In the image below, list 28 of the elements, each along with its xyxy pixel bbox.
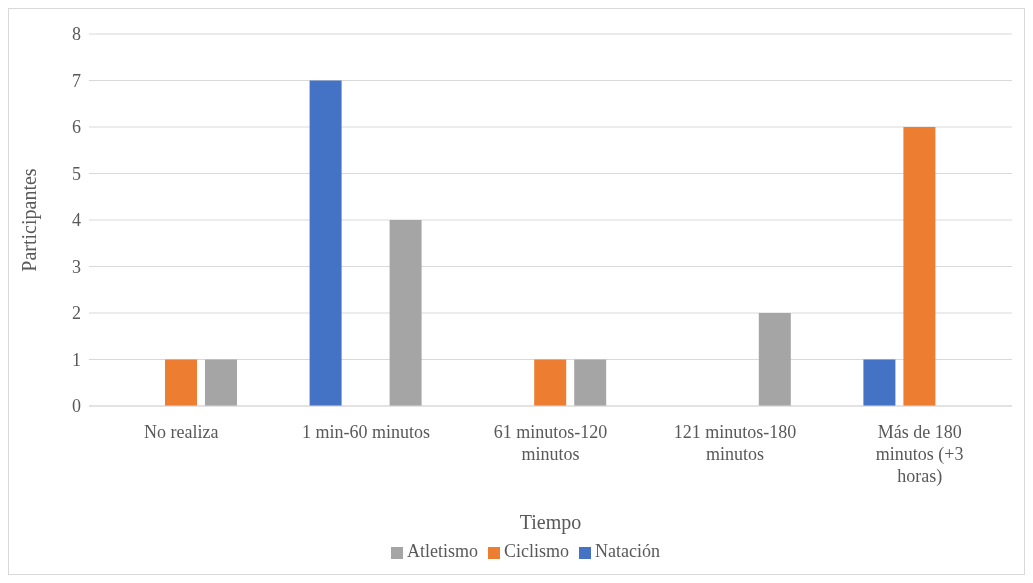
y-tick-label: 8	[72, 24, 81, 45]
x-tick-label: Más de 180 minutos (+3 horas)	[875, 422, 964, 487]
y-tick-label: 1	[72, 349, 81, 370]
x-tick-label: No realiza	[144, 422, 219, 442]
legend-label: Ciclismo	[504, 541, 570, 561]
y-tick-label: 3	[72, 256, 81, 277]
bar	[863, 359, 896, 406]
y-tick-label: 4	[72, 210, 81, 231]
y-tick-label: 0	[72, 396, 81, 417]
x-tick-label: 121 minutos-180 minutos	[673, 422, 797, 464]
bar	[309, 80, 342, 406]
bar	[534, 359, 567, 406]
y-tick-label: 6	[72, 117, 81, 138]
y-tick-label: 7	[72, 70, 81, 91]
bar	[389, 220, 422, 406]
y-axis-title: Participantes	[18, 168, 42, 272]
y-tick-label: 2	[72, 303, 81, 324]
x-tick-label: 1 min-60 minutos	[301, 422, 430, 442]
bar	[574, 359, 607, 406]
bar	[165, 359, 197, 406]
y-tick-label: 5	[72, 163, 81, 184]
x-tick-label: 61 minutos-120 minutos	[493, 422, 608, 464]
bar	[758, 313, 791, 406]
bar	[903, 127, 936, 406]
legend-label: Atletismo	[407, 541, 478, 561]
x-axis-title: Tiempo	[519, 511, 582, 534]
bar	[205, 359, 237, 406]
legend-label: Natación	[595, 541, 660, 561]
